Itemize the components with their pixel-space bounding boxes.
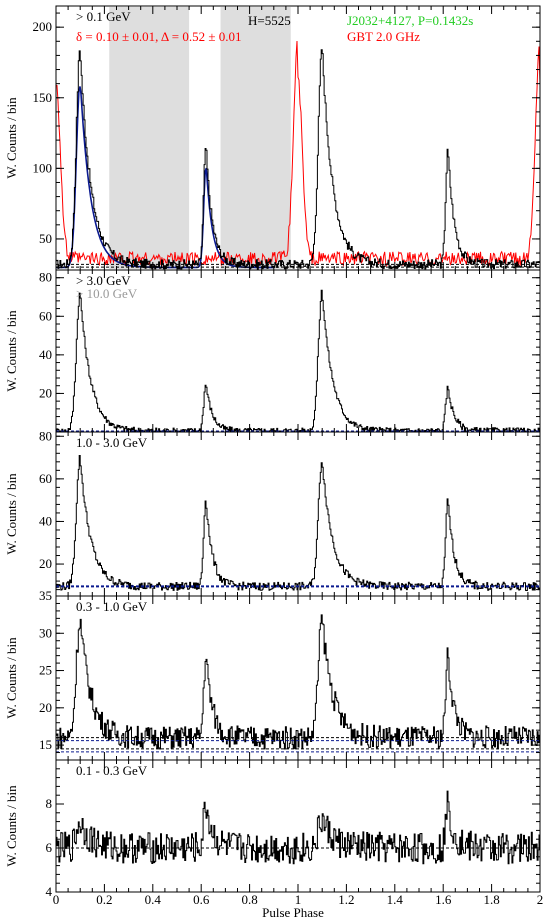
x-tick-label: 1.6	[435, 892, 452, 907]
x-tick-label: 0.2	[96, 892, 112, 907]
y-tick-label: 20	[39, 556, 52, 571]
energy-range-label: > 0.1 GeV	[76, 9, 131, 24]
y-tick-label: 150	[33, 90, 53, 105]
radio-label: GBT 2.0 GHz	[347, 29, 420, 44]
y-tick-label: 50	[39, 231, 52, 246]
panel-0: 50 100 150 200 W. Counts / bin > 0.1 GeV H=552…	[4, 5, 541, 271]
shaded-region	[220, 7, 291, 269]
y-tick-label: 200	[33, 19, 53, 34]
y-tick-label: 30	[39, 625, 52, 640]
y-tick-label: 25	[39, 663, 52, 678]
h-test-label: H=5525	[248, 13, 291, 28]
energy-range-label-2: > 10.0 GeV	[76, 286, 138, 301]
panel-frame	[55, 759, 541, 893]
x-axis-label: Pulse Phase	[262, 905, 324, 920]
energy-range-label: > 3.0 GeV	[76, 273, 131, 288]
shaded-region	[109, 7, 190, 269]
y-tick-label: 100	[33, 160, 53, 175]
y-tick-label: 60	[39, 308, 52, 323]
gamma-profile-line	[56, 790, 540, 865]
panel-2: 20 40 60 80 W. Counts / bin 1.0 - 3.0 GeV	[4, 428, 541, 597]
panel-frame	[55, 431, 541, 597]
y-tick-label: 20	[39, 700, 52, 715]
x-tick-label: 0.6	[193, 892, 210, 907]
y-tick-label: 8	[46, 796, 53, 811]
radio-profile-line	[55, 40, 541, 267]
energy-range-label: 0.1 - 0.3 GeV	[76, 763, 148, 778]
energy-range-label: 0.3 - 1.0 GeV	[76, 599, 148, 614]
pulsar-name-label: J2032+4127, P=0.1432s	[347, 13, 473, 28]
x-tick-label: 0.8	[241, 892, 257, 907]
y-tick-label: 35	[39, 588, 52, 603]
x-tick-label: 1.4	[387, 892, 404, 907]
y-tick-label: 80	[39, 428, 52, 443]
gamma-profile-line	[56, 289, 540, 433]
y-tick-label: 60	[39, 471, 52, 486]
y-axis-label: W. Counts / bin	[4, 97, 19, 179]
y-tick-label: 80	[39, 270, 52, 285]
panel-1: 20 40 60 80 W. Counts / bin > 3.0 GeV> 10.0 G…	[4, 269, 541, 433]
y-axis-label: W. Counts / bin	[4, 310, 19, 392]
y-tick-label: 40	[39, 513, 52, 528]
gamma-profile-line	[56, 455, 540, 591]
y-tick-label: 6	[46, 840, 53, 855]
energy-range-label: 1.0 - 3.0 GeV	[76, 435, 148, 450]
fit-parameters-label: δ = 0.10 ± 0.01, Δ = 0.52 ± 0.01	[76, 29, 241, 44]
x-tick-label: 1.8	[483, 892, 499, 907]
y-tick-label: 40	[39, 347, 52, 362]
y-tick-label: 15	[39, 737, 52, 752]
y-axis-label: W. Counts / bin	[4, 637, 19, 719]
y-tick-label: 4	[46, 884, 53, 899]
panel-3: 15 20 25 30 35 W. Counts / bin 0.3 - 1.0 GeV	[4, 588, 541, 761]
x-tick-label: 1	[295, 892, 302, 907]
x-tick-label: 1.2	[338, 892, 354, 907]
y-tick-label: 20	[39, 385, 52, 400]
panel-4: 4 6 8 W. Counts / bin 0.1 - 0.3 GeV	[4, 759, 541, 899]
x-tick-label: 0.4	[145, 892, 162, 907]
x-tick-label: 0	[53, 892, 60, 907]
x-tick-label: 2	[537, 892, 544, 907]
y-axis-label: W. Counts / bin	[4, 473, 19, 555]
y-axis-label: W. Counts / bin	[4, 785, 19, 867]
gamma-profile-line	[56, 614, 540, 750]
